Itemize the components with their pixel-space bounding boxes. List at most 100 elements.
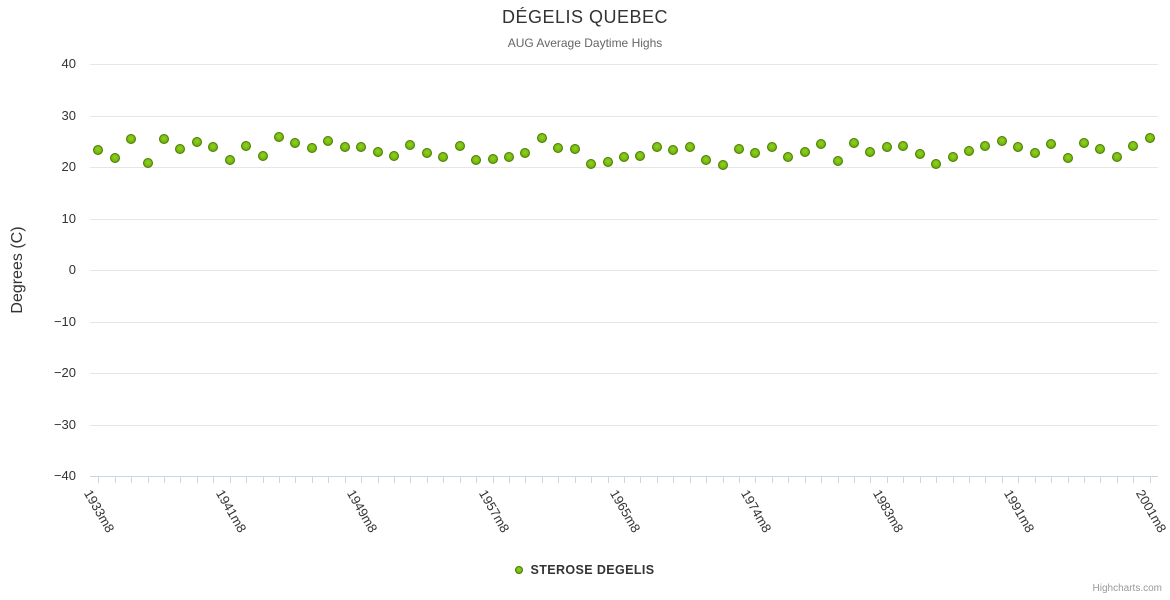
- y-tick-label: 30: [61, 107, 76, 123]
- data-point[interactable]: [1046, 139, 1057, 150]
- data-point[interactable]: [191, 137, 202, 148]
- data-point[interactable]: [898, 140, 909, 151]
- data-point[interactable]: [1095, 143, 1106, 154]
- x-axis-tick: [936, 477, 938, 483]
- data-point[interactable]: [126, 134, 137, 145]
- x-axis-tick: [229, 477, 231, 483]
- gridline-y-30: [90, 115, 1158, 117]
- y-tick-label: −30: [53, 416, 76, 432]
- data-point[interactable]: [553, 143, 564, 154]
- data-point[interactable]: [356, 141, 367, 152]
- data-point[interactable]: [388, 150, 399, 161]
- x-tick-label: 2001m8: [1132, 487, 1170, 536]
- x-axis-tick: [755, 477, 757, 483]
- data-point[interactable]: [1111, 151, 1122, 162]
- data-point[interactable]: [766, 142, 777, 153]
- y-tick-label: 40: [61, 56, 76, 71]
- data-point[interactable]: [454, 140, 465, 151]
- x-axis-tick: [656, 477, 658, 483]
- data-point[interactable]: [586, 159, 597, 170]
- data-point[interactable]: [832, 155, 843, 166]
- data-point[interactable]: [996, 135, 1007, 146]
- highcharts-credits-link[interactable]: Highcharts.com: [1092, 583, 1162, 594]
- chart-title: DÉGELIS QUEBEC: [501, 7, 669, 27]
- data-point[interactable]: [339, 141, 350, 152]
- x-axis-tick: [147, 477, 149, 483]
- data-point[interactable]: [1144, 132, 1155, 143]
- data-point[interactable]: [849, 137, 860, 148]
- data-point[interactable]: [306, 143, 317, 154]
- legend[interactable]: STEROSE DEGELIS: [0, 563, 1170, 577]
- x-axis-tick: [410, 477, 412, 483]
- gridline-y-10: [90, 218, 1158, 220]
- data-point[interactable]: [471, 154, 482, 165]
- x-axis-tick: [541, 477, 543, 483]
- data-point[interactable]: [224, 154, 235, 165]
- x-axis-tick: [476, 477, 478, 483]
- data-point[interactable]: [323, 135, 334, 146]
- data-point[interactable]: [421, 147, 432, 158]
- data-point[interactable]: [93, 145, 104, 155]
- data-point[interactable]: [1062, 152, 1073, 163]
- data-point[interactable]: [799, 147, 810, 158]
- data-point[interactable]: [520, 148, 531, 159]
- data-point[interactable]: [964, 146, 975, 157]
- data-point[interactable]: [701, 154, 712, 165]
- data-point[interactable]: [241, 141, 252, 152]
- x-tick-label: 1965m8: [607, 487, 644, 536]
- data-point[interactable]: [684, 142, 695, 153]
- data-point[interactable]: [947, 152, 958, 163]
- x-axis-tick: [558, 477, 560, 483]
- data-point[interactable]: [717, 160, 728, 171]
- data-point[interactable]: [651, 142, 662, 153]
- data-point[interactable]: [1029, 147, 1040, 158]
- data-point[interactable]: [257, 150, 268, 161]
- data-point[interactable]: [405, 139, 416, 150]
- data-point[interactable]: [734, 144, 744, 155]
- data-point[interactable]: [290, 138, 301, 149]
- data-point[interactable]: [1013, 141, 1024, 152]
- data-point[interactable]: [438, 152, 449, 163]
- data-point[interactable]: [175, 143, 186, 154]
- data-point[interactable]: [865, 146, 876, 157]
- data-point[interactable]: [158, 134, 169, 145]
- x-axis-tick: [213, 477, 215, 483]
- x-tick-label: 1941m8: [212, 487, 250, 536]
- x-axis-tick: [262, 477, 264, 483]
- data-point[interactable]: [635, 150, 646, 161]
- data-point[interactable]: [980, 140, 991, 151]
- x-axis-tick: [1133, 477, 1135, 483]
- data-point[interactable]: [569, 143, 580, 154]
- data-point[interactable]: [109, 153, 120, 164]
- data-point[interactable]: [208, 142, 219, 153]
- data-point[interactable]: [783, 151, 794, 162]
- x-axis-tick: [1018, 477, 1020, 483]
- data-point[interactable]: [668, 145, 679, 155]
- data-point[interactable]: [1128, 140, 1139, 151]
- data-point[interactable]: [536, 133, 547, 144]
- data-point[interactable]: [273, 131, 284, 142]
- data-point[interactable]: [619, 152, 629, 163]
- x-axis-tick: [1034, 477, 1036, 483]
- x-axis-tick: [1051, 477, 1053, 483]
- x-axis-tick: [870, 477, 872, 483]
- data-point[interactable]: [503, 152, 514, 163]
- x-axis-tick: [508, 477, 510, 483]
- data-point[interactable]: [881, 142, 892, 153]
- x-axis-tick: [1067, 477, 1069, 483]
- data-point[interactable]: [602, 157, 613, 168]
- data-point[interactable]: [142, 158, 153, 169]
- data-point[interactable]: [914, 149, 925, 160]
- data-point[interactable]: [750, 148, 761, 159]
- x-axis-tick: [574, 477, 576, 483]
- data-point[interactable]: [487, 154, 498, 165]
- x-axis-tick: [196, 477, 198, 483]
- data-point[interactable]: [372, 146, 383, 157]
- data-point[interactable]: [816, 139, 827, 150]
- data-point[interactable]: [931, 159, 942, 170]
- data-point[interactable]: [1079, 137, 1090, 148]
- x-axis-tick: [821, 477, 823, 483]
- x-axis-tick: [640, 477, 642, 483]
- x-axis-tick: [771, 477, 773, 483]
- x-axis-tick: [1100, 477, 1102, 483]
